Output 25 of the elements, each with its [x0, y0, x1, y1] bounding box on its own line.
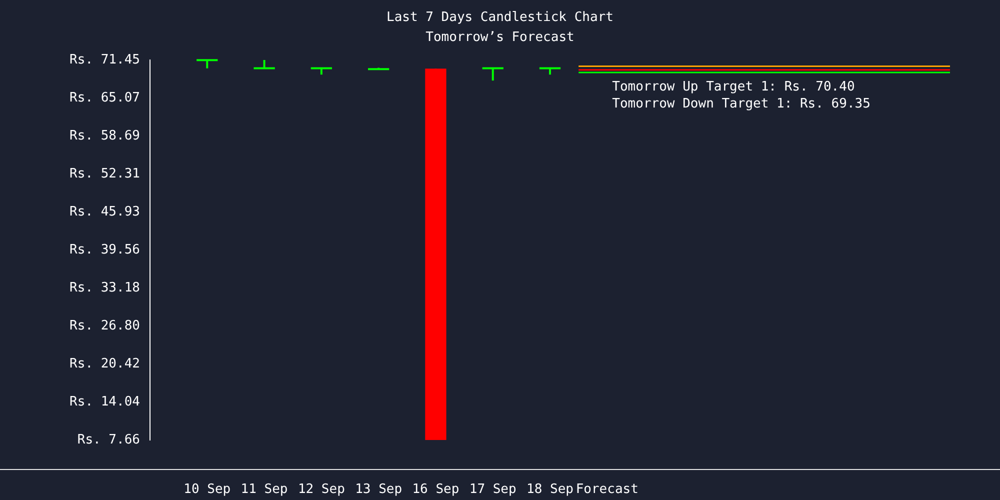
- y-tick-label: Rs. 20.42: [70, 356, 140, 372]
- chart-title: Last 7 Days Candlestick Chart: [386, 10, 614, 26]
- chart-subtitle: Tomorrow’s Forecast: [424, 30, 576, 46]
- candlestick: [482, 67, 504, 82]
- y-tick-label: Rs. 26.80: [70, 318, 140, 334]
- x-tick-label: 10 Sep: [184, 482, 231, 498]
- x-tick-label: 12 Sep: [298, 482, 346, 498]
- y-tick-label: Rs. 52.31: [70, 166, 140, 182]
- x-tick-label: 17 Sep: [469, 482, 517, 498]
- y-tick-label: Rs. 7.66: [77, 432, 140, 448]
- y-tick-label: Rs. 58.69: [70, 128, 140, 144]
- x-tick-label: 18 Sep: [526, 482, 574, 498]
- ref-line-label: Tomorrow Up Target 1: Rs. 70.40: [612, 79, 855, 94]
- y-tick-label: Rs. 65.07: [70, 90, 140, 106]
- x-tick-label: 11 Sep: [240, 482, 288, 498]
- ref-line-label: Tomorrow Down Target 1: Rs. 69.35: [612, 96, 870, 112]
- y-tick-label: Rs. 45.93: [70, 204, 140, 220]
- y-tick-label: Rs. 39.56: [70, 242, 140, 258]
- candlestick: [196, 59, 218, 70]
- x-tick-label: 13 Sep: [355, 482, 402, 498]
- y-tick-label: Rs. 14.04: [70, 394, 140, 410]
- y-tick-label: Rs. 71.45: [70, 52, 140, 68]
- x-tick-label: 16 Sep: [412, 482, 460, 498]
- x-tick-label: Forecast: [576, 482, 638, 498]
- y-tick-label: Rs. 33.18: [70, 280, 140, 296]
